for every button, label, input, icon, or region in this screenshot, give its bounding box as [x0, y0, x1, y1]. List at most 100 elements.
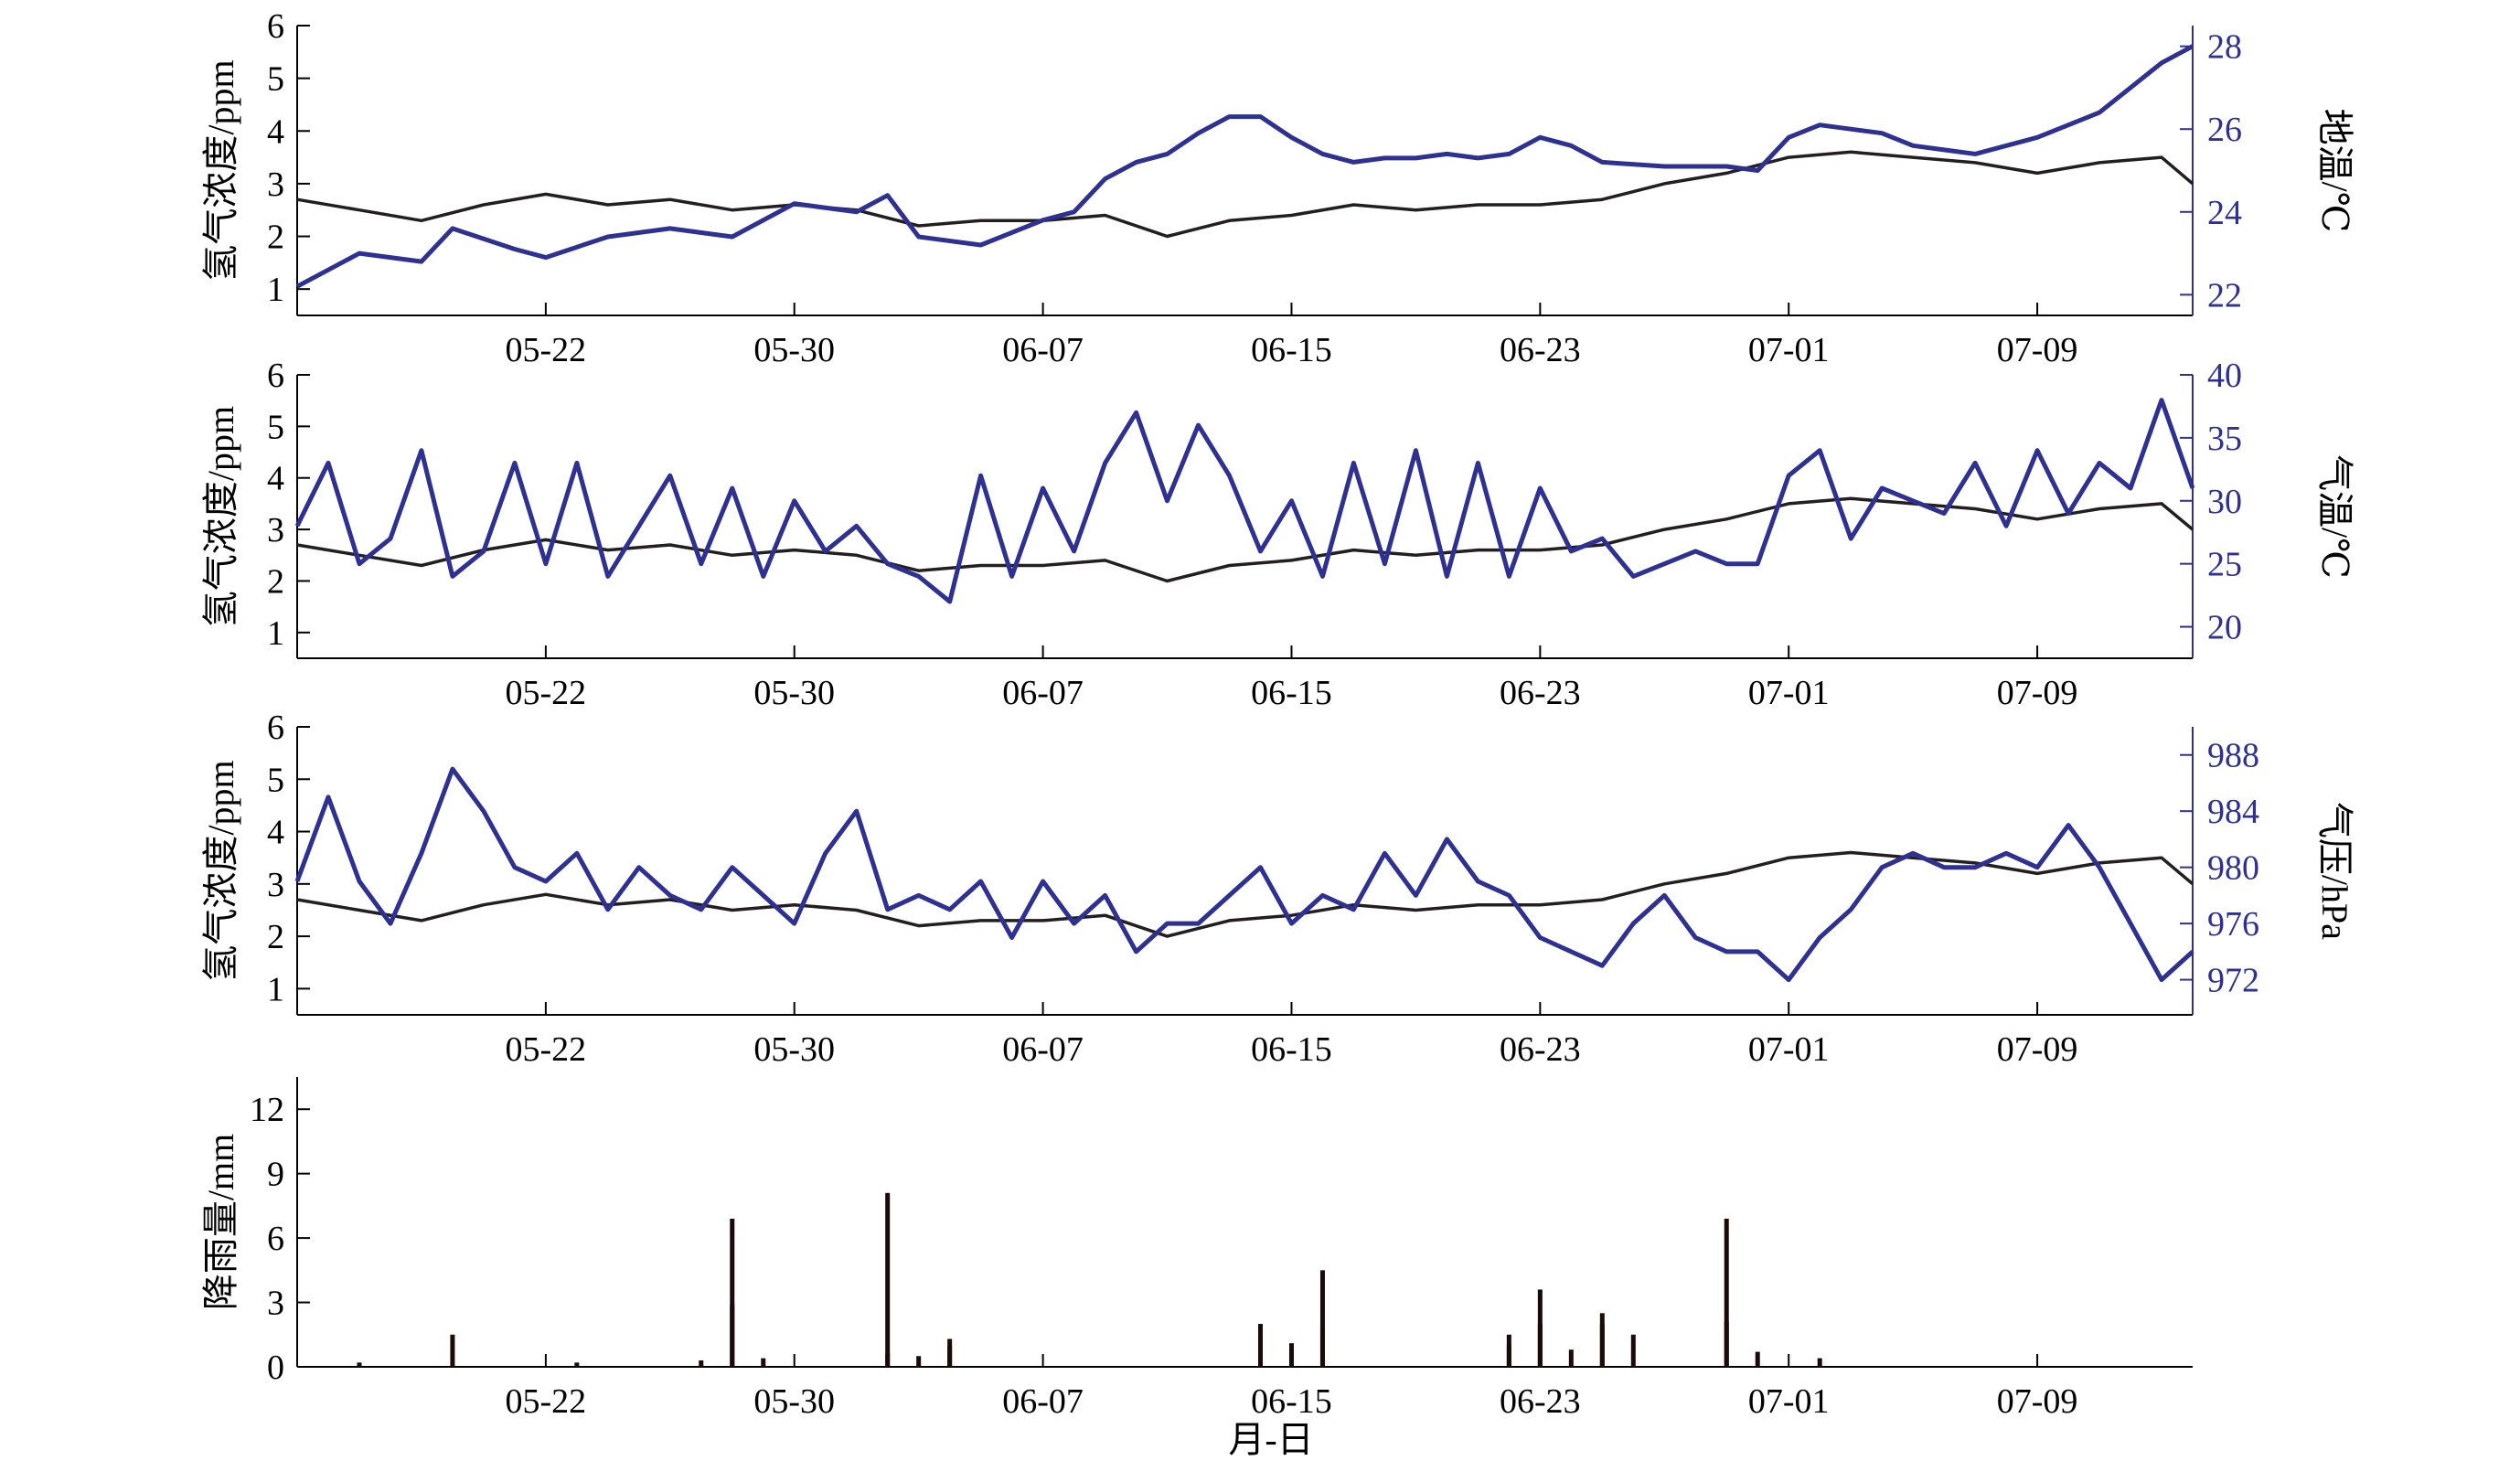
y2-tick-label: 25 — [2207, 546, 2242, 584]
rain-bar — [947, 1338, 953, 1367]
y2-tick-label: 40 — [2207, 357, 2242, 395]
y-tick-label: 3 — [267, 1285, 284, 1323]
rain-bar — [1599, 1324, 1605, 1367]
y2-tick-label: 28 — [2207, 28, 2242, 67]
rain-bar — [761, 1358, 766, 1367]
x-tick-label: 07-01 — [1748, 1030, 1830, 1069]
y-axis-title: 氢气浓度/ppm — [200, 406, 241, 627]
y-axis-title: 氢气浓度/ppm — [200, 760, 241, 981]
rain-bar — [357, 1362, 362, 1367]
x-tick-label: 05-22 — [506, 1382, 587, 1421]
y-tick-label: 4 — [267, 112, 284, 151]
rain-bar — [450, 1334, 455, 1367]
y-tick-label: 3 — [267, 511, 284, 549]
panel-rainfall: 05-22 05-30 06-07 06-15 06-23 07-01 07-09 0 3 6 9 1… — [200, 1077, 2193, 1421]
y-tick-label: 5 — [267, 60, 284, 99]
y-tick-label: 6 — [267, 709, 284, 747]
rain-bar — [1724, 1321, 1729, 1367]
y-tick-label: 6 — [267, 1220, 284, 1258]
x-tick-label: 07-09 — [1997, 674, 2078, 712]
y2-axis-title: 气压/hPa — [2314, 802, 2355, 940]
rain-bar — [1817, 1358, 1822, 1367]
x-axis-title: 月-日 — [1228, 1419, 1313, 1460]
y-tick-label: 1 — [267, 970, 284, 1008]
hydrogen-series-line — [296, 496, 2194, 583]
y-tick-label: 2 — [267, 219, 284, 257]
rain-bar — [1506, 1345, 1511, 1367]
y-axis-title: 氢气浓度/ppm — [200, 59, 241, 281]
rain-bar — [730, 1304, 735, 1367]
x-tick-label: 05-30 — [753, 1030, 835, 1069]
y-tick-label: 1 — [267, 271, 284, 309]
y-tick-label: 0 — [267, 1349, 284, 1387]
x-tick-label: 06-15 — [1251, 1030, 1332, 1069]
secondary-series-line — [294, 398, 2195, 604]
y2-tick-label: 22 — [2207, 276, 2242, 315]
rain-bar — [1537, 1324, 1543, 1367]
rain-bar — [1755, 1351, 1760, 1367]
y2-tick-label: 35 — [2207, 420, 2242, 458]
hydrogen-series-line — [296, 150, 2194, 239]
rain-bar — [1288, 1353, 1294, 1367]
x-tick-label: 06-23 — [1500, 1030, 1581, 1069]
x-tick-label: 07-01 — [1748, 331, 1830, 369]
rain-bar — [1630, 1334, 1636, 1367]
x-tick-label: 05-22 — [506, 331, 587, 369]
y-tick-label: 12 — [250, 1091, 284, 1129]
x-tick-label: 06-23 — [1500, 1382, 1581, 1421]
rain-bar — [885, 1353, 891, 1367]
y-tick-label: 1 — [267, 614, 284, 653]
rain-bar — [1257, 1324, 1263, 1367]
y-tick-label: 4 — [267, 460, 284, 498]
rain-bar — [699, 1360, 704, 1367]
x-tick-label: 06-15 — [1251, 674, 1332, 712]
y-tick-label: 2 — [267, 918, 284, 956]
x-tick-label: 06-07 — [1002, 1382, 1084, 1421]
secondary-series-line — [294, 766, 2194, 983]
x-tick-label: 07-09 — [1997, 331, 2078, 369]
rain-bar — [1319, 1326, 1325, 1367]
x-tick-label: 06-23 — [1500, 331, 1581, 369]
y2-axis-title: 气温/℃ — [2314, 454, 2355, 579]
y2-tick-label: 980 — [2207, 849, 2259, 888]
y-tick-label: 6 — [267, 7, 284, 46]
y-tick-label: 6 — [267, 357, 284, 395]
x-tick-label: 06-15 — [1251, 331, 1332, 369]
y2-tick-label: 972 — [2207, 962, 2259, 1000]
rain-bar — [885, 1192, 891, 1367]
rain-bar — [916, 1356, 922, 1367]
x-tick-label: 05-30 — [753, 1382, 835, 1421]
x-tick-label: 05-22 — [506, 1030, 587, 1069]
x-tick-label: 06-07 — [1002, 331, 1084, 369]
panel-hydrogen-air-temperature: 05-22 05-30 06-07 06-15 06-23 07-01 07-09 1 2 3 4 5… — [200, 357, 2355, 712]
x-tick-label: 06-07 — [1002, 674, 1084, 712]
y-tick-label: 4 — [267, 814, 284, 852]
x-tick-label: 07-09 — [1997, 1382, 2078, 1421]
y-tick-label: 5 — [267, 408, 284, 446]
y2-tick-label: 20 — [2207, 609, 2242, 647]
panel-hydrogen-soil-temperature: 05-22 05-30 06-07 06-15 06-23 07-01 07-09 1 2 3 4 5… — [200, 7, 2355, 369]
y2-axis-title: 地温/℃ — [2314, 109, 2355, 233]
rain-bar — [1568, 1349, 1574, 1367]
rain-bar — [1319, 1270, 1325, 1367]
y-tick-label: 3 — [267, 866, 284, 904]
x-tick-label: 07-01 — [1748, 674, 1830, 712]
rain-bar — [1724, 1218, 1729, 1367]
y-tick-label: 2 — [267, 562, 284, 601]
y-axis-title: 降雨量/mm — [200, 1134, 241, 1310]
y2-tick-label: 976 — [2207, 905, 2259, 944]
x-tick-label: 06-07 — [1002, 1030, 1084, 1069]
x-tick-label: 05-30 — [753, 331, 835, 369]
y-tick-label: 3 — [267, 165, 284, 204]
x-tick-label: 05-30 — [753, 674, 835, 712]
secondary-series-line — [295, 44, 2194, 289]
rain-bar — [730, 1218, 735, 1367]
y-tick-label: 9 — [267, 1156, 284, 1194]
x-tick-label: 07-09 — [1997, 1030, 2078, 1069]
y2-tick-label: 30 — [2207, 483, 2242, 521]
panel-hydrogen-air-pressure: 05-22 05-30 06-07 06-15 06-23 07-01 07-09 1 2 3 4 5… — [200, 709, 2355, 1069]
x-tick-label: 05-22 — [506, 674, 587, 712]
x-tick-label: 06-15 — [1251, 1382, 1332, 1421]
y2-tick-label: 984 — [2207, 793, 2259, 831]
